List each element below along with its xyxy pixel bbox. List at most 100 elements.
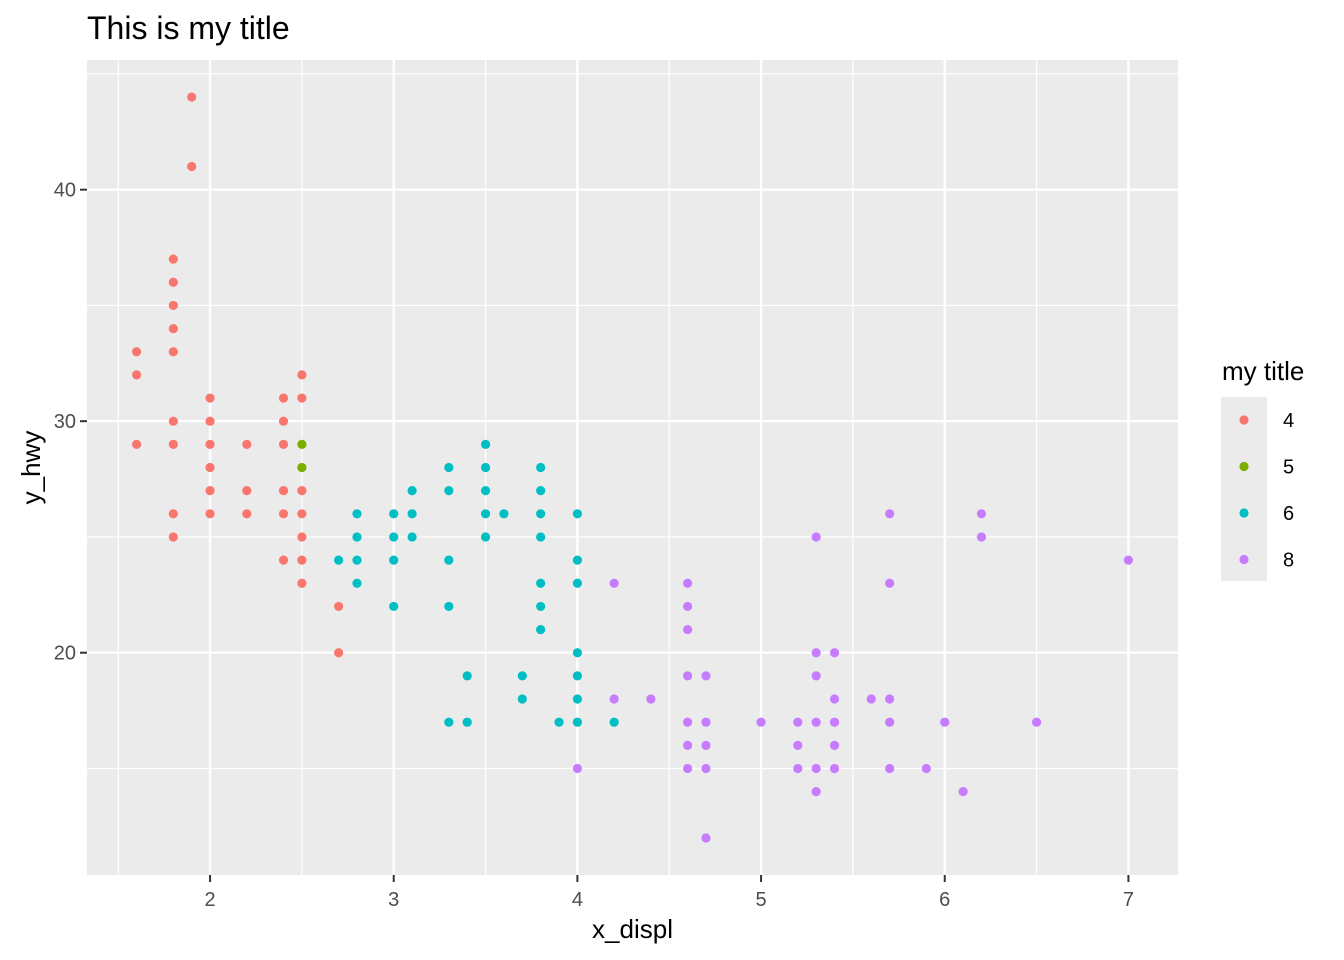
point-4-35: [297, 578, 307, 588]
point-6-37: [572, 578, 582, 588]
y-tick-label-2: 40: [54, 180, 76, 202]
point-8-33: [885, 578, 895, 588]
point-4-1: [131, 370, 142, 380]
point-6-15: [444, 601, 454, 612]
legend-entry-6: 6: [1239, 503, 1294, 525]
point-6-35: [572, 509, 582, 519]
point-6-1: [352, 509, 362, 519]
point-6-36: [572, 555, 582, 565]
point-4-4: [168, 277, 178, 287]
point-4-22: [242, 509, 252, 519]
point-8-28: [829, 717, 840, 727]
y-tick-label-1: 30: [54, 411, 76, 433]
point-6-21: [480, 486, 491, 496]
point-8-6: [683, 624, 693, 635]
point-8-29: [829, 740, 840, 750]
x-tick-label-1: 3: [388, 889, 399, 911]
point-4-9: [168, 439, 178, 449]
point-6-19: [480, 439, 491, 449]
point-8-5: [683, 601, 693, 612]
point-6-5: [389, 509, 399, 519]
point-8-19: [793, 763, 803, 774]
x-axis-title: x_displ: [592, 914, 673, 944]
point-6-34: [554, 717, 564, 727]
major-gridlines: [87, 60, 1178, 875]
point-8-3: [646, 694, 656, 704]
point-8-41: [976, 532, 987, 542]
point-8-16: [756, 717, 766, 727]
point-6-2: [352, 532, 362, 542]
point-8-27: [829, 694, 840, 704]
point-8-38: [940, 717, 950, 727]
point-8-17: [793, 717, 803, 727]
point-4-30: [297, 393, 307, 403]
point-8-23: [811, 717, 821, 727]
point-4-7: [168, 347, 178, 357]
point-8-4: [683, 578, 693, 588]
point-4-15: [205, 416, 215, 426]
point-6-11: [407, 532, 417, 542]
legend-key-6: [1239, 508, 1249, 518]
point-6-41: [572, 717, 582, 727]
point-8-10: [683, 763, 693, 774]
point-4-2: [131, 439, 142, 449]
point-6-22: [480, 509, 491, 519]
point-6-42: [609, 717, 619, 727]
point-4-21: [242, 486, 252, 496]
point-6-6: [389, 532, 399, 542]
point-4-16: [205, 439, 215, 449]
point-5-0: [297, 439, 307, 449]
point-4-18: [205, 486, 215, 496]
point-6-13: [444, 486, 454, 496]
point-4-14: [205, 393, 215, 403]
y-axis-title: y_hwy: [16, 431, 46, 505]
chart-title: This is my title: [87, 10, 290, 46]
point-6-0: [334, 555, 344, 565]
y-tick-label-0: 20: [54, 643, 76, 665]
point-4-12: [187, 92, 197, 102]
point-8-32: [885, 509, 895, 519]
point-4-32: [297, 509, 307, 519]
point-4-5: [168, 300, 178, 311]
point-4-6: [168, 323, 178, 334]
point-8-2: [609, 694, 619, 704]
point-6-32: [536, 601, 546, 612]
point-6-18: [462, 717, 472, 727]
point-4-25: [278, 439, 289, 449]
point-8-13: [701, 740, 711, 750]
point-8-35: [885, 717, 895, 727]
point-6-4: [352, 578, 362, 588]
legend-entry-5: 5: [1239, 457, 1294, 479]
point-4-3: [168, 254, 178, 264]
point-4-31: [297, 486, 307, 496]
series-4: [131, 92, 344, 658]
point-8-12: [701, 717, 711, 727]
legend-label-5: 5: [1283, 457, 1294, 479]
point-8-26: [829, 648, 840, 658]
plot-panel: [87, 60, 1178, 875]
point-6-9: [407, 486, 417, 496]
data-points: [131, 92, 1134, 843]
point-6-24: [499, 509, 509, 519]
point-6-16: [444, 717, 454, 727]
x-tick-label-2: 4: [572, 889, 583, 911]
point-8-25: [811, 787, 821, 797]
point-6-12: [444, 462, 454, 473]
x-tick-label-3: 5: [756, 889, 767, 911]
point-6-39: [572, 671, 582, 681]
series-5: [297, 439, 307, 473]
point-8-39: [958, 787, 968, 797]
point-6-14: [444, 555, 454, 565]
point-8-40: [976, 509, 987, 519]
point-4-37: [334, 648, 344, 658]
series-6: [334, 439, 619, 727]
point-6-30: [536, 532, 546, 542]
point-8-11: [701, 671, 711, 681]
point-8-31: [866, 694, 876, 704]
point-8-18: [793, 740, 803, 750]
point-8-24: [811, 763, 821, 774]
point-6-31: [536, 578, 546, 588]
legend-keys-background: [1221, 397, 1267, 581]
point-4-26: [278, 486, 289, 496]
point-6-17: [462, 671, 472, 681]
